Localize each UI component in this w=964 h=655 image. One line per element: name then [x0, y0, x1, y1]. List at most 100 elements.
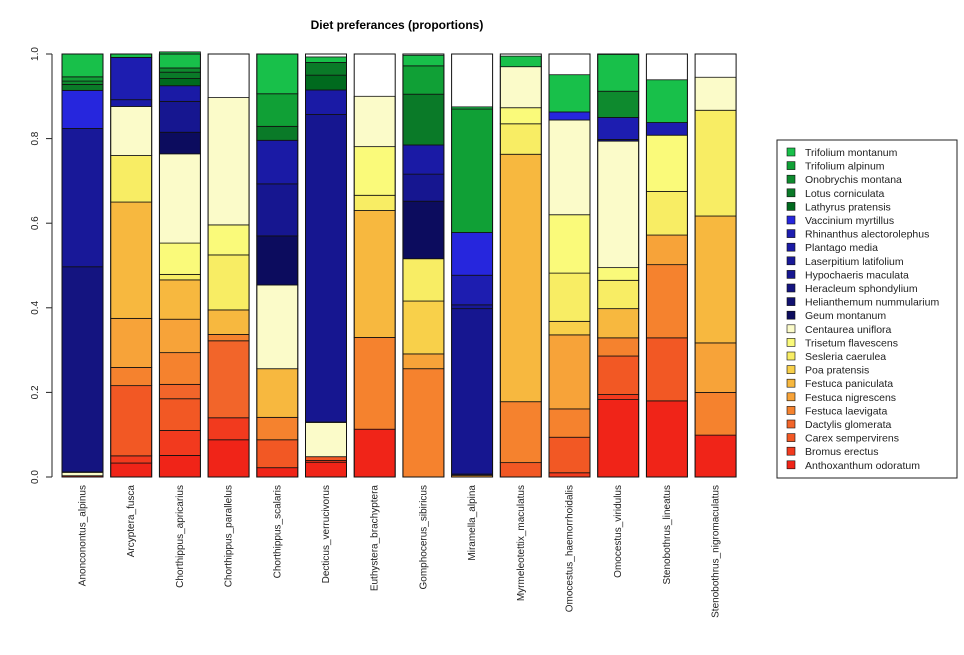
- bar-segment: [597, 140, 640, 269]
- bar-segment: [110, 201, 153, 319]
- bar-segment: [158, 318, 201, 354]
- legend-label: Poa pratensis: [805, 365, 869, 377]
- bar-outline: [402, 53, 445, 478]
- legend-label: Plantago media: [805, 242, 878, 254]
- legend-label: Bromus erectus: [805, 446, 879, 458]
- legend-swatch: [786, 419, 796, 429]
- bar-segment: [499, 55, 542, 68]
- bar-segment: [207, 309, 250, 335]
- legend-swatch: [786, 242, 796, 252]
- bar-segment: [256, 93, 299, 127]
- legend-label: Sesleria caerulea: [805, 351, 886, 363]
- x-tick-label: Chorthippus_parallelus: [224, 485, 235, 587]
- legend-label: Festuca paniculata: [805, 378, 893, 390]
- legend-label: Trifolium alpinum: [805, 161, 885, 173]
- bar-segment: [110, 56, 153, 101]
- legend-swatch: [786, 378, 796, 388]
- y-tick-label: 0.6: [30, 216, 41, 230]
- x-tick-label: Arcyptera_fusca: [126, 485, 137, 558]
- bar-segment: [305, 56, 347, 63]
- bar-outline: [110, 53, 153, 478]
- bar-segment: [353, 428, 396, 478]
- x-tick-label: Chorthippus_apricarius: [175, 485, 186, 588]
- bar-segment: [499, 123, 542, 155]
- bar-segment: [402, 200, 445, 260]
- x-axis-labels: Anonconontus_alpinus Arcyptera_fusca Chort…: [78, 485, 722, 618]
- bar-segment: [256, 125, 299, 141]
- bar-segment: [402, 300, 445, 355]
- legend-label: Onobrychis montana: [805, 174, 902, 186]
- bar-segment: [499, 153, 542, 403]
- bar-segment: [353, 337, 396, 430]
- legend-swatch: [786, 174, 796, 184]
- bar-segment: [61, 84, 104, 91]
- bar-segment: [402, 368, 445, 478]
- bar-segment: [402, 258, 445, 302]
- legend-swatch: [786, 256, 796, 266]
- bar-segment: [305, 74, 347, 91]
- bar-segment: [256, 368, 299, 418]
- bar-outline: [548, 53, 591, 478]
- bar-segment: [305, 461, 347, 478]
- bar-segment: [402, 144, 445, 175]
- bar-segment: [158, 398, 201, 431]
- x-tick-label: Decticus_verrucivorus: [321, 485, 332, 583]
- bar-segment: [597, 355, 640, 395]
- bar-segment: [402, 353, 445, 370]
- bar-segment: [61, 80, 104, 85]
- legend-swatch: [786, 215, 796, 225]
- bar-segment: [256, 467, 299, 478]
- y-axis: 0.0 0.2 0.4 0.6 0.8 1.0: [30, 47, 53, 484]
- legend-swatch: [786, 283, 796, 293]
- bar-segment: [256, 183, 299, 237]
- legend-label: Vaccinium myrtillus: [805, 215, 894, 227]
- bar-segment: [646, 134, 688, 192]
- bar-segment: [597, 394, 640, 400]
- bar-segment: [597, 337, 640, 357]
- bar-segment: [110, 317, 153, 368]
- bar-segment: [548, 436, 591, 474]
- bar-segment: [402, 54, 445, 67]
- bar-segment: [110, 455, 153, 464]
- bar-outline: [256, 53, 299, 478]
- bar-segment: [207, 334, 250, 342]
- bar-segment: [158, 455, 201, 478]
- x-tick-label: Stenobothrus_lineatus: [662, 485, 673, 585]
- legend-label: Anthoxanthum odoratum: [805, 460, 920, 472]
- bar-segment: [451, 106, 494, 110]
- legend-swatch: [786, 310, 796, 320]
- legend-swatch: [786, 324, 796, 334]
- legend-label: Helianthemum nummularium: [805, 297, 939, 309]
- bar-segment: [158, 85, 201, 102]
- bar-segment: [451, 308, 494, 475]
- bar-outline: [451, 53, 494, 478]
- bar-segment: [110, 385, 153, 457]
- legend-swatch: [786, 147, 796, 157]
- bar-segment: [548, 119, 591, 216]
- bar-segment: [694, 434, 737, 478]
- legend-swatch: [786, 229, 796, 238]
- bar-segment: [548, 334, 591, 410]
- bars-group: [61, 51, 737, 478]
- bar-segment: [597, 117, 640, 140]
- x-tick-label: Myrmeleotettix_maculatus: [516, 485, 527, 601]
- bar-segment: [597, 267, 640, 281]
- bar-segment: [353, 95, 396, 148]
- bar-segment: [597, 54, 640, 92]
- bar-segment: [158, 242, 201, 275]
- bar-segment: [353, 146, 396, 196]
- y-tick-label: 0.4: [30, 300, 41, 314]
- bar-segment: [548, 408, 591, 438]
- legend-swatch: [786, 202, 796, 211]
- bar-segment: [305, 114, 347, 423]
- bar-segment: [646, 337, 688, 402]
- legend-label: Heracleum sphondylium: [805, 283, 918, 295]
- bar-segment: [402, 173, 445, 202]
- bar-segment: [61, 471, 104, 477]
- y-tick-label: 0.8: [30, 131, 41, 145]
- legend-label: Festuca nigrescens: [805, 392, 896, 404]
- bar-segment: [451, 108, 494, 233]
- bar-segment: [694, 215, 737, 344]
- bar-segment: [158, 383, 201, 400]
- bar-outline: [694, 53, 737, 478]
